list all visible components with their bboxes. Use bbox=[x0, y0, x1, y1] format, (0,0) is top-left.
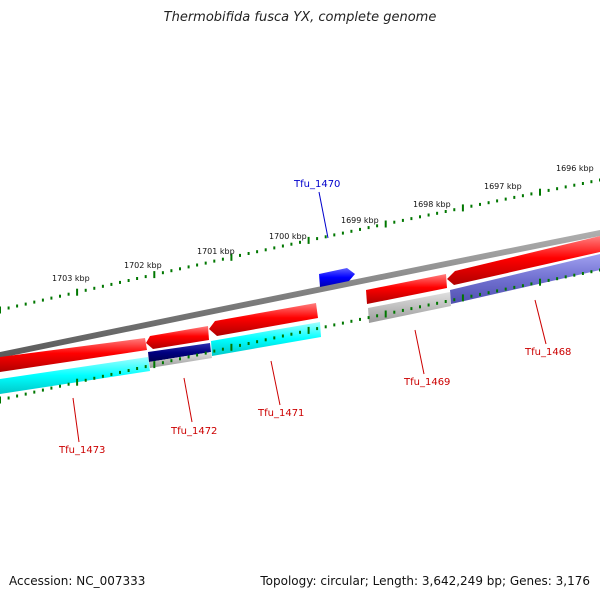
gene-label-tfu-1468[interactable]: Tfu_1468 bbox=[524, 347, 571, 358]
feature-purple[interactable] bbox=[450, 254, 600, 304]
leader-tfu-1473 bbox=[72, 397, 80, 443]
kbp-label: 1699 kbp bbox=[341, 216, 379, 225]
leader-tfu-1472 bbox=[183, 377, 193, 423]
kbp-label: 1702 kbp bbox=[124, 261, 162, 270]
feature-ring bbox=[0, 254, 600, 394]
leader-tfu-1471 bbox=[270, 360, 281, 406]
outer-tick-ring bbox=[0, 178, 600, 314]
cds-arrow-tfu-1468[interactable] bbox=[447, 236, 600, 285]
feature-cyan-1[interactable] bbox=[0, 357, 150, 394]
genome-summary-text: Topology: circular; Length: 3,642,249 bp… bbox=[260, 574, 590, 588]
gene-label-tfu-1470[interactable]: Tfu_1470 bbox=[293, 179, 340, 190]
gene-label-tfu-1469[interactable]: Tfu_1469 bbox=[403, 377, 450, 388]
feature-grey-2[interactable] bbox=[368, 292, 451, 323]
cds-ring bbox=[0, 236, 600, 372]
cds-arrow-tfu-1471[interactable] bbox=[209, 303, 318, 336]
kbp-labels: 1696 kbp 1697 kbp 1698 kbp 1699 kbp 1700… bbox=[52, 164, 594, 283]
kbp-label: 1700 kbp bbox=[269, 232, 307, 241]
cds-arrow-tfu-1472[interactable] bbox=[146, 326, 209, 349]
gene-leaders bbox=[72, 191, 547, 443]
genome-backbone bbox=[0, 230, 600, 358]
kbp-label: 1701 kbp bbox=[197, 247, 235, 256]
gene-labels: Tfu_1470 Tfu_1468 Tfu_1469 Tfu_1471 Tfu_… bbox=[58, 179, 571, 456]
kbp-label: 1698 kbp bbox=[413, 200, 451, 209]
map-title: Thermobifida fusca YX, complete genome bbox=[163, 10, 437, 25]
gene-label-tfu-1472[interactable]: Tfu_1472 bbox=[170, 426, 217, 437]
accession-text: Accession: NC_007333 bbox=[9, 574, 146, 588]
kbp-label: 1696 kbp bbox=[556, 164, 594, 173]
cds-arrow-tfu-1473[interactable] bbox=[0, 338, 147, 372]
gene-label-tfu-1473[interactable]: Tfu_1473 bbox=[58, 445, 105, 456]
cds-arrow-tfu-1469[interactable] bbox=[366, 274, 447, 304]
gene-tfu-1470-arrow[interactable] bbox=[319, 268, 355, 287]
gene-label-tfu-1471[interactable]: Tfu_1471 bbox=[257, 408, 304, 419]
kbp-label: 1703 kbp bbox=[52, 274, 90, 283]
leader-tfu-1468 bbox=[534, 299, 547, 345]
leader-tfu-1469 bbox=[414, 329, 425, 375]
leader-tfu-1470 bbox=[318, 191, 329, 239]
feature-navy[interactable] bbox=[148, 343, 211, 362]
kbp-label: 1697 kbp bbox=[484, 182, 522, 191]
inner-tick-ring bbox=[0, 268, 600, 404]
